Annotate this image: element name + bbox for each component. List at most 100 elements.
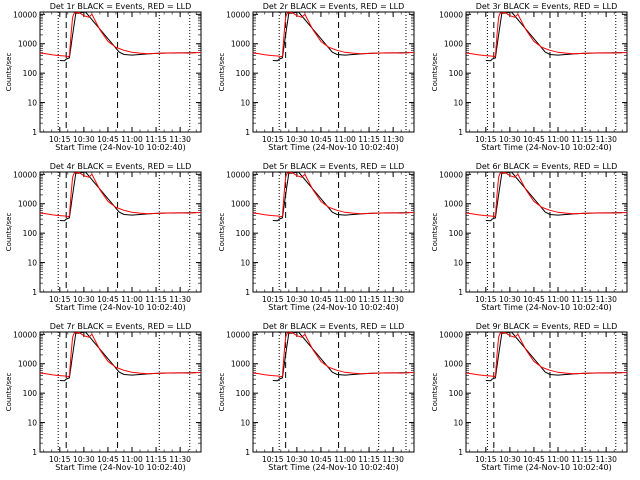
x-tick-label: 11:00: [547, 295, 569, 304]
y-axis-label: Counts/sec: [218, 213, 226, 252]
x-tick-label: 10:30: [73, 135, 95, 144]
x-tick-label: 10:45: [310, 455, 332, 464]
y-tick-label: 10: [27, 259, 37, 268]
y-axis-label: Counts/sec: [218, 53, 226, 92]
y-tick-label: 10: [27, 419, 37, 428]
x-tick-label: 10:30: [286, 455, 308, 464]
plot-frame: [39, 171, 202, 293]
series-line-red: [466, 172, 627, 218]
y-tick-label: 10: [453, 99, 463, 108]
x-tick-label: 10:45: [523, 455, 545, 464]
x-tick-label: 10:45: [523, 135, 545, 144]
x-axis-label: Start Time (24-Nov-10 10:02:40): [481, 143, 611, 152]
plot-frame: [252, 11, 415, 133]
y-tick-label: 1000: [231, 360, 250, 369]
x-tick-label: 10:30: [73, 455, 95, 464]
series-line-red: [466, 12, 627, 58]
x-tick-label: 11:30: [595, 455, 617, 464]
y-tick-label: 1: [32, 448, 37, 457]
chart-title: Det 8r BLACK = Events, RED = LLD: [263, 322, 405, 331]
x-tick-label: 11:30: [169, 295, 191, 304]
x-tick-label: 10:45: [523, 295, 545, 304]
y-tick-label: 100: [449, 229, 464, 238]
y-tick-label: 100: [449, 389, 464, 398]
y-tick-label: 10000: [439, 330, 463, 339]
series-line-red: [40, 332, 201, 378]
x-tick-label: 11:15: [145, 135, 167, 144]
x-tick-label: 11:00: [121, 135, 143, 144]
y-tick-label: 10000: [226, 10, 250, 19]
chart-panel: 1 10 100 1000 10000 10:15 10:30 10:45 11:00 11:15…: [5, 322, 202, 472]
x-axis-label: Start Time (24-Nov-10 10:02:40): [481, 463, 611, 472]
x-axis-label: Start Time (24-Nov-10 10:02:40): [268, 463, 398, 472]
series-line-red: [253, 172, 414, 218]
y-tick-label: 100: [23, 389, 38, 398]
x-tick-label: 11:00: [334, 135, 356, 144]
x-tick-label: 11:15: [571, 455, 593, 464]
y-tick-label: 10000: [226, 170, 250, 179]
x-tick-label: 11:00: [121, 295, 143, 304]
plot-frame: [465, 171, 628, 293]
x-tick-label: 10:15: [475, 455, 497, 464]
chart-panel: 1 10 100 1000 10000 10:15 10:30 10:45 11:00 11:15…: [431, 2, 628, 152]
chart-title: Det 5r BLACK = Events, RED = LLD: [263, 162, 405, 171]
series-line-red: [40, 12, 201, 58]
plot-frame: [39, 11, 202, 133]
x-tick-label: 10:15: [475, 135, 497, 144]
y-tick-label: 10: [453, 259, 463, 268]
y-tick-label: 1000: [444, 40, 463, 49]
x-tick-label: 10:30: [73, 295, 95, 304]
x-tick-label: 11:30: [382, 295, 404, 304]
x-tick-label: 11:30: [595, 295, 617, 304]
y-tick-label: 1: [245, 128, 250, 137]
y-tick-label: 1: [32, 128, 37, 137]
y-tick-label: 100: [23, 229, 38, 238]
x-axis-label: Start Time (24-Nov-10 10:02:40): [55, 143, 185, 152]
x-tick-label: 10:15: [49, 295, 71, 304]
y-tick-label: 10000: [439, 170, 463, 179]
y-tick-label: 10: [27, 99, 37, 108]
y-tick-label: 1000: [18, 360, 37, 369]
chart-title: Det 2r BLACK = Events, RED = LLD: [263, 2, 405, 11]
x-tick-label: 11:15: [571, 135, 593, 144]
x-tick-label: 11:00: [334, 295, 356, 304]
x-tick-label: 11:15: [358, 135, 380, 144]
y-tick-label: 10: [240, 259, 250, 268]
x-tick-label: 10:45: [310, 135, 332, 144]
x-tick-label: 10:30: [499, 455, 521, 464]
y-tick-label: 100: [449, 69, 464, 78]
x-tick-label: 10:30: [286, 135, 308, 144]
plot-frame: [465, 331, 628, 453]
plot-frame: [465, 11, 628, 133]
chart-panel: 1 10 100 1000 10000 10:15 10:30 10:45 11:00 11:15…: [5, 162, 202, 312]
chart-panel: 1 10 100 1000 10000 10:15 10:30 10:45 11:00 11:15…: [218, 2, 415, 152]
y-tick-label: 1: [245, 448, 250, 457]
x-tick-label: 10:45: [97, 455, 119, 464]
x-tick-label: 10:15: [262, 455, 284, 464]
y-tick-label: 1000: [444, 360, 463, 369]
plot-frame: [252, 171, 415, 293]
x-tick-label: 10:30: [499, 295, 521, 304]
y-axis-label: Counts/sec: [5, 373, 13, 412]
x-tick-label: 10:30: [286, 295, 308, 304]
y-tick-label: 100: [236, 229, 251, 238]
y-tick-label: 1: [245, 288, 250, 297]
y-axis-label: Counts/sec: [5, 53, 13, 92]
x-tick-label: 11:15: [358, 295, 380, 304]
y-tick-label: 10: [240, 419, 250, 428]
x-tick-label: 10:15: [262, 295, 284, 304]
y-tick-label: 10000: [13, 10, 37, 19]
y-tick-label: 1000: [444, 200, 463, 209]
x-tick-label: 10:45: [97, 295, 119, 304]
x-tick-label: 10:15: [49, 455, 71, 464]
x-tick-label: 11:30: [382, 455, 404, 464]
y-tick-label: 10000: [226, 330, 250, 339]
x-tick-label: 10:45: [97, 135, 119, 144]
x-axis-label: Start Time (24-Nov-10 10:02:40): [55, 303, 185, 312]
y-tick-label: 1000: [231, 40, 250, 49]
y-tick-label: 100: [236, 69, 251, 78]
y-tick-label: 10000: [13, 170, 37, 179]
y-axis-label: Counts/sec: [5, 213, 13, 252]
y-tick-label: 100: [236, 389, 251, 398]
chart-title: Det 4r BLACK = Events, RED = LLD: [50, 162, 192, 171]
